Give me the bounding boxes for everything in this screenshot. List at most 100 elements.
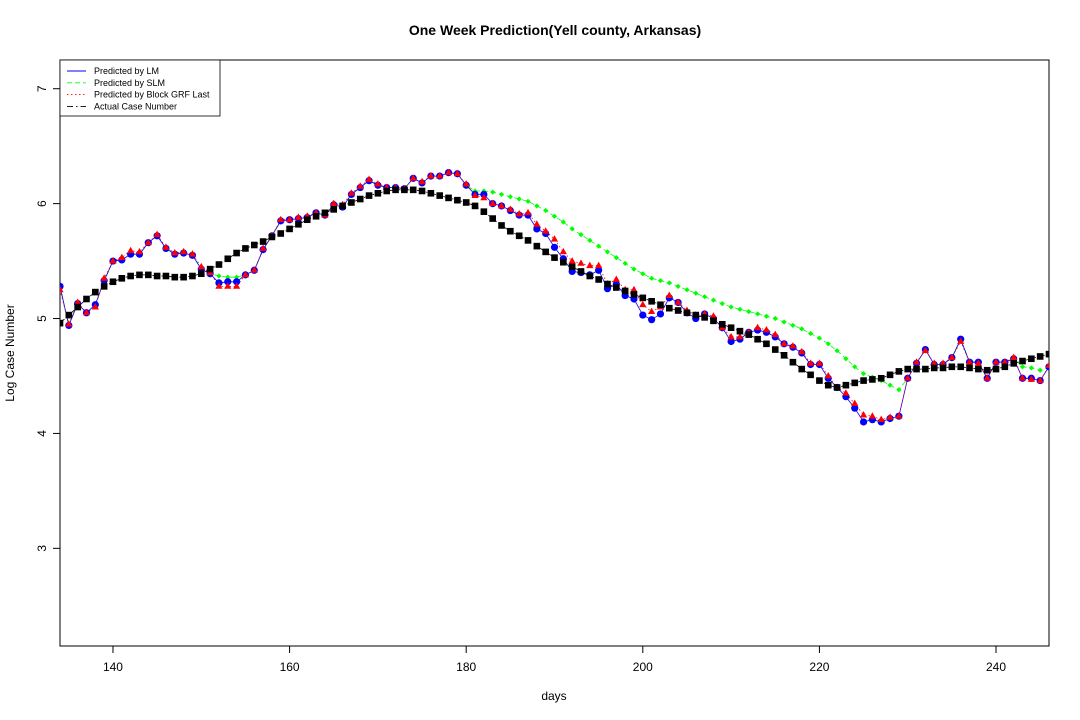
data-point-triangle [983, 374, 991, 381]
data-point-triangle [480, 193, 488, 201]
data-point-diamond [896, 387, 902, 393]
data-point-square [692, 311, 700, 319]
data-point-triangle [877, 415, 885, 423]
data-point-square [657, 301, 664, 309]
data-point-square [224, 255, 232, 263]
data-point-square [339, 202, 346, 210]
data-point-triangle [630, 285, 638, 293]
data-point-diamond [860, 371, 867, 377]
data-point-square [701, 314, 708, 321]
data-point-triangle [356, 182, 364, 189]
data-point-square [613, 284, 620, 291]
data-point-triangle [330, 199, 338, 207]
data-point-triangle [471, 191, 479, 198]
data-point-diamond [834, 348, 840, 354]
x-tick-label: 240 [986, 660, 1006, 674]
data-point-square [445, 194, 452, 202]
data-point-triangle [1001, 358, 1009, 365]
data-point-triangle [462, 180, 470, 187]
data-point-square [498, 222, 505, 229]
data-point-triangle [82, 308, 91, 316]
data-point-diamond [825, 341, 831, 347]
data-point-diamond [631, 266, 637, 272]
data-point-triangle [736, 332, 744, 340]
data-point-square [330, 206, 338, 213]
data-point-square [604, 280, 611, 288]
data-point-triangle [674, 298, 682, 305]
data-point-diamond [754, 311, 761, 317]
data-point-triangle [118, 253, 126, 261]
data-point-triangle [780, 339, 788, 347]
data-point-triangle [559, 247, 567, 255]
data-point-diamond [560, 219, 566, 225]
data-point-triangle [180, 247, 188, 255]
data-point-diamond [569, 226, 575, 232]
data-point-diamond [1028, 365, 1034, 371]
data-point-diamond [710, 297, 717, 303]
data-point-square [630, 291, 638, 298]
data-point-square [365, 192, 373, 199]
data-point-square [780, 351, 788, 359]
data-point-square [462, 199, 470, 206]
data-point-circle [550, 243, 559, 251]
data-point-triangle [506, 205, 514, 212]
x-axis: 140 160 180 200 220 240 [103, 646, 1006, 674]
data-point-square [665, 304, 673, 312]
data-point-triangle [127, 246, 135, 254]
data-point-triangle [595, 261, 603, 269]
data-point-square [259, 238, 267, 245]
data-point-square [401, 186, 408, 194]
x-axis-label: days [541, 689, 566, 703]
legend-items: Predicted by LM Predicted by SLM Predicted… [67, 66, 210, 111]
data-point-diamond [763, 313, 770, 319]
data-point-triangle [798, 347, 806, 355]
data-point-diamond [578, 232, 584, 238]
data-point-diamond [728, 304, 734, 310]
data-point-triangle [409, 174, 417, 181]
data-point-square [560, 258, 567, 266]
data-point-diamond [843, 356, 849, 362]
data-point-triangle [1018, 374, 1027, 381]
data-point-diamond [675, 283, 681, 289]
data-point-triangle [515, 209, 523, 217]
data-point-square [242, 245, 249, 252]
data-point-square [286, 225, 293, 233]
x-tick-label: 200 [633, 660, 653, 674]
data-point-triangle [1027, 375, 1035, 382]
data-point-square [171, 273, 179, 281]
data-point-triangle [1036, 376, 1044, 383]
data-point-triangle [948, 353, 956, 360]
data-point-square [975, 365, 982, 373]
data-point-square [233, 249, 240, 257]
data-point-circle [595, 266, 603, 274]
data-point-triangle [806, 359, 815, 366]
series-layer [60, 168, 1049, 426]
data-point-triangle [1045, 361, 1049, 369]
data-point-triangle [665, 291, 673, 298]
data-point-square [74, 303, 81, 311]
y-tick-label: 5 [35, 315, 49, 322]
data-point-square [568, 263, 576, 271]
y-axis: 3 4 5 6 7 [35, 85, 60, 552]
data-point-circle [648, 316, 656, 324]
data-point-diamond [772, 315, 778, 322]
y-axis-label: Log Case Number [3, 304, 17, 401]
data-point-square [948, 363, 956, 371]
data-point-diamond [516, 196, 522, 202]
plot-area [59, 59, 1050, 647]
data-point-triangle [171, 249, 179, 256]
data-point-square [215, 261, 223, 268]
data-point-square [197, 270, 205, 278]
data-point-diamond [816, 335, 823, 341]
data-point-square [100, 283, 108, 290]
data-point-diamond [234, 274, 240, 280]
data-point-square [268, 233, 276, 241]
data-point-triangle [824, 371, 832, 379]
data-point-square [436, 192, 444, 199]
data-point-diamond [1019, 364, 1026, 370]
data-point-triangle [789, 342, 797, 349]
data-point-triangle [639, 300, 647, 308]
data-point-square [886, 371, 894, 379]
data-point-triangle [577, 259, 585, 266]
legend-box [59, 59, 221, 117]
